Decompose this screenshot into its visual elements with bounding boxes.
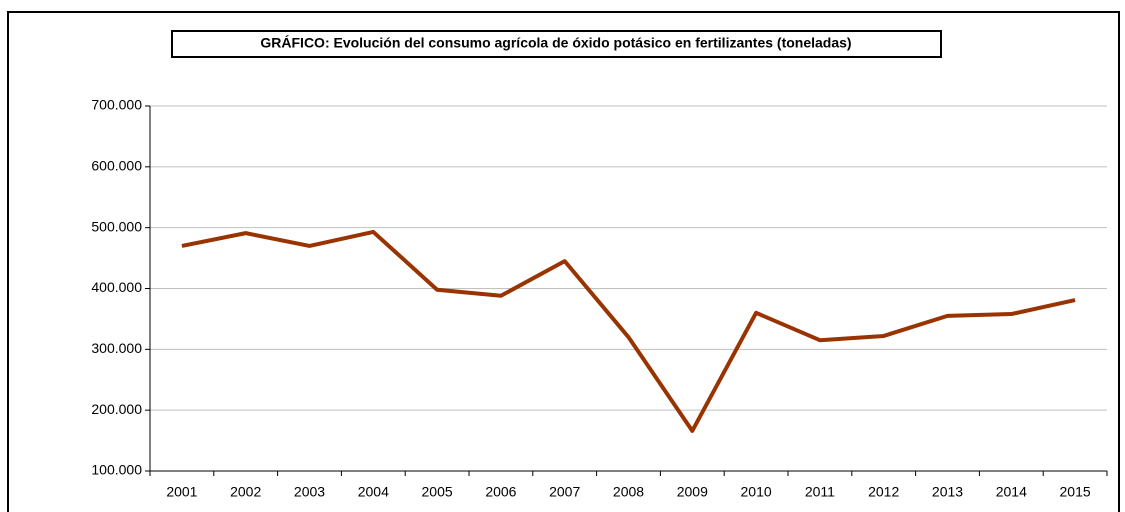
x-tick-label: 2003	[294, 484, 325, 500]
chart-title: GRÁFICO: Evolución del consumo agrícola …	[260, 35, 851, 51]
x-tick-label: 2007	[549, 484, 580, 500]
x-tick-label: 2001	[166, 484, 197, 500]
x-tick-label: 2012	[868, 484, 899, 500]
y-tick-label: 100.000	[91, 462, 142, 478]
x-tick-label: 2009	[677, 484, 708, 500]
x-tick-label: 2002	[230, 484, 261, 500]
x-tick-label: 2008	[613, 484, 644, 500]
x-tick-label: 2015	[1060, 484, 1091, 500]
x-tick-label: 2014	[996, 484, 1027, 500]
x-tick-label: 2006	[485, 484, 516, 500]
x-tick-label: 2004	[358, 484, 389, 500]
x-tick-label: 2010	[741, 484, 772, 500]
x-tick-label: 2005	[422, 484, 453, 500]
y-tick-label: 700.000	[91, 97, 142, 113]
y-tick-label: 600.000	[91, 158, 142, 174]
title-box	[171, 30, 942, 58]
y-tick-label: 400.000	[91, 279, 142, 295]
y-tick-label: 200.000	[91, 401, 142, 417]
data-line	[181, 229, 1076, 433]
y-tick-label: 500.000	[91, 218, 142, 234]
x-tick-label: 2013	[932, 484, 963, 500]
y-tick-label: 300.000	[91, 340, 142, 356]
x-tick-label: 2011	[805, 484, 835, 500]
